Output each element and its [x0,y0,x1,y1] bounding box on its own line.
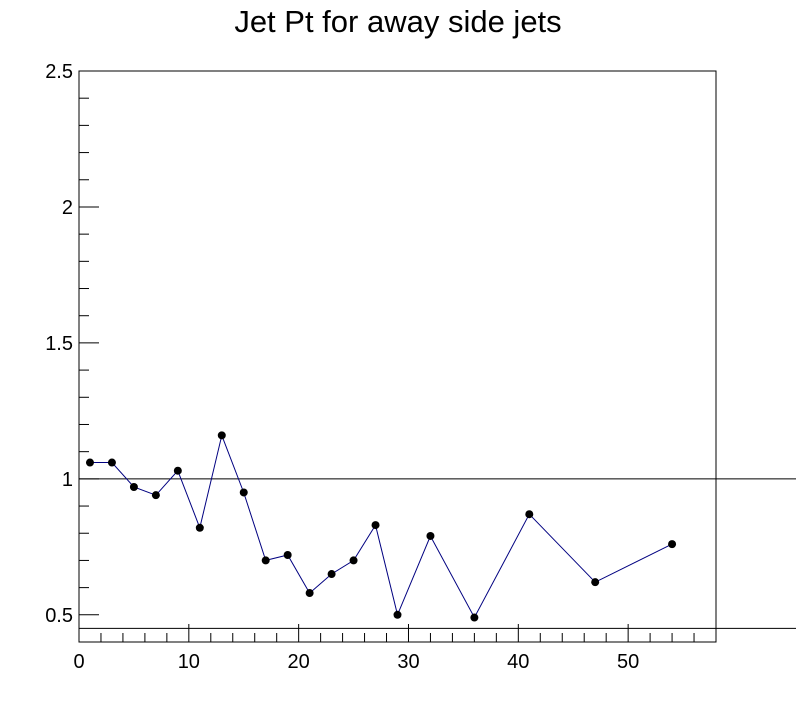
x-tick-label: 40 [507,651,529,673]
reference-lines [79,478,796,629]
data-point [393,610,402,619]
chart-title: Jet Pt for away side jets [234,4,562,39]
data-point [217,431,226,440]
plot-frame [78,70,717,643]
axes: 0.5 1 1.5 2 2.5 0 10 20 30 40 50 [45,61,717,673]
y-tick-label: 2 [62,197,73,219]
data-point [107,458,116,467]
series-group [85,431,677,622]
data-point [173,466,182,475]
data-point [239,488,248,497]
data-point [371,521,380,530]
x-tick-label: 50 [617,651,639,673]
data-point [349,556,358,565]
x-tick-label: 0 [73,651,84,673]
x-tick-label: 20 [288,651,310,673]
data-point [151,491,160,500]
x-tick-label: 10 [178,651,200,673]
data-point [426,531,435,540]
data-point [591,578,600,587]
data-point [261,556,270,565]
y-tick-label: 0.5 [45,605,73,627]
data-point [470,613,479,622]
data-point [525,510,534,519]
data-point [195,523,204,532]
data-point [305,589,314,598]
y-tick-label: 2.5 [45,61,73,83]
data-point [327,570,336,579]
data-point [129,483,138,492]
data-point [85,458,94,467]
y-tick-label: 1 [62,469,73,491]
data-point [283,550,292,559]
series-line [90,433,673,619]
y-tick-label: 1.5 [45,333,73,355]
data-point [668,540,677,549]
x-tick-label: 30 [397,651,419,673]
